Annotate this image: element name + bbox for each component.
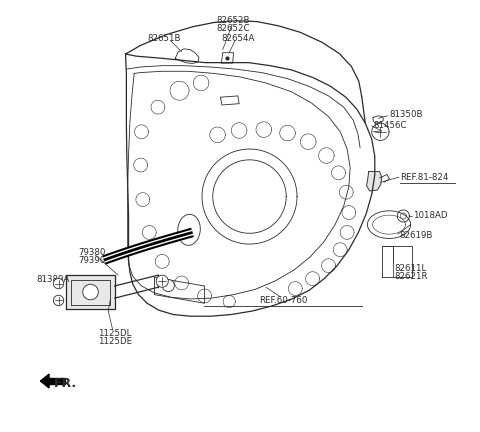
Polygon shape <box>40 374 49 388</box>
Text: 79380: 79380 <box>79 248 106 257</box>
Text: 82619B: 82619B <box>399 231 432 240</box>
Text: 1125DL: 1125DL <box>98 329 132 338</box>
Text: 81350B: 81350B <box>389 110 422 119</box>
Text: 81389A: 81389A <box>37 276 70 284</box>
Polygon shape <box>367 172 382 191</box>
Text: 82621R: 82621R <box>395 272 428 281</box>
Text: REF.60-760: REF.60-760 <box>259 296 307 305</box>
Text: 1125DE: 1125DE <box>97 337 132 346</box>
Text: 1018AD: 1018AD <box>413 212 447 220</box>
Circle shape <box>162 280 174 292</box>
Text: 82652C: 82652C <box>217 24 250 32</box>
Text: 82651B: 82651B <box>148 34 181 42</box>
Circle shape <box>53 278 64 289</box>
Circle shape <box>83 284 98 300</box>
Text: 82652B: 82652B <box>217 16 250 25</box>
Text: 81456C: 81456C <box>373 121 407 130</box>
Text: 82654A: 82654A <box>221 34 254 42</box>
Polygon shape <box>66 275 115 309</box>
Text: 82611L: 82611L <box>395 264 427 273</box>
Circle shape <box>53 295 64 306</box>
Text: FR.: FR. <box>53 377 76 390</box>
Text: 79390: 79390 <box>79 256 106 264</box>
Circle shape <box>156 275 168 287</box>
Polygon shape <box>49 378 65 384</box>
Text: REF.81-824: REF.81-824 <box>400 173 448 181</box>
